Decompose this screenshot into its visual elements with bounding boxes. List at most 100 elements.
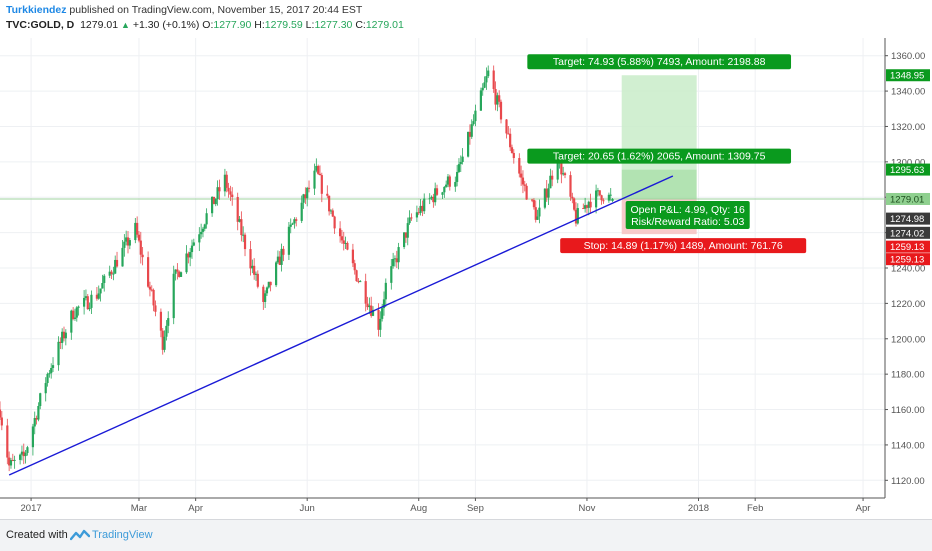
candle-body (370, 305, 373, 316)
candle (112, 266, 115, 281)
tradingview-brand[interactable]: TradingView (92, 529, 153, 541)
candle (147, 251, 150, 288)
candle-body (227, 187, 230, 192)
candle-body (339, 228, 342, 237)
candle (417, 207, 420, 216)
x-tick-label: Feb (747, 503, 763, 514)
candle-body (395, 258, 398, 263)
candle-body (498, 95, 501, 102)
candle-body (95, 294, 99, 299)
candle-body (353, 263, 356, 271)
candle (282, 245, 285, 262)
candle (77, 305, 80, 316)
candle-body (598, 190, 601, 196)
candle-body (101, 283, 104, 289)
candle-body (587, 201, 590, 208)
candle (483, 76, 486, 89)
candle (6, 418, 9, 465)
candle-body (307, 187, 311, 189)
candle (231, 187, 234, 206)
candle-body (600, 195, 603, 201)
candle (573, 197, 576, 212)
candle-body (470, 124, 473, 137)
candle (203, 223, 206, 232)
candle-body (172, 273, 175, 319)
candle-body (11, 460, 14, 462)
author-name[interactable]: Turkkiendez (6, 4, 67, 16)
low-label: L: (305, 19, 315, 31)
candle-body (423, 198, 426, 212)
candle (302, 193, 305, 209)
candle (152, 288, 155, 312)
candle-body (128, 240, 131, 246)
open-pnl-box-bg (625, 200, 750, 229)
price-tag: 1274.98 (886, 212, 930, 225)
candle-body (315, 165, 318, 171)
candle-body (435, 188, 439, 195)
candle-body (189, 252, 192, 258)
candle-body (150, 289, 153, 291)
candle-body (448, 176, 451, 187)
candle-body (379, 318, 382, 330)
candle-body (594, 190, 598, 208)
price-tag-text: 1259.13 (890, 242, 924, 253)
candle (125, 230, 128, 246)
price-chart[interactable]: Target: 74.93 (5.88%) 7493, Amount: 2198… (0, 35, 932, 519)
candle-body (39, 393, 42, 406)
tradingview-logo-icon[interactable] (70, 528, 90, 542)
candle (75, 306, 78, 322)
candle (97, 285, 100, 300)
candle (472, 114, 475, 126)
x-tick-label: Aug (410, 503, 427, 514)
candle (108, 265, 111, 279)
candle (448, 174, 451, 191)
candle-body (159, 311, 163, 331)
price-tag: 1259.13 (886, 240, 930, 253)
candle (390, 259, 393, 290)
candle (306, 186, 309, 207)
candle-body (302, 194, 305, 203)
price-tag-bg (886, 69, 930, 82)
candle-body (607, 194, 610, 201)
candle-body (121, 247, 124, 267)
price-tag-text: 1274.98 (890, 214, 924, 225)
candle (512, 149, 515, 164)
candle (510, 144, 514, 154)
candle-body (50, 367, 53, 374)
candle (419, 199, 422, 216)
candle (457, 158, 461, 174)
candle (525, 183, 528, 200)
candle-body (295, 219, 298, 221)
candle (101, 274, 104, 289)
candle-body (278, 256, 281, 265)
candle-body (494, 89, 497, 105)
candle (594, 184, 598, 214)
candle (190, 239, 194, 259)
candle (571, 192, 574, 204)
candle-body (419, 205, 422, 213)
candle (211, 196, 214, 217)
candle-body (507, 133, 510, 135)
candle-body (51, 365, 55, 368)
candle-body (317, 165, 320, 174)
candle (368, 297, 371, 315)
candle-body (265, 287, 269, 294)
candle (340, 230, 344, 244)
candle (9, 457, 13, 469)
candle (187, 251, 190, 264)
candle-body (576, 208, 579, 224)
candle (609, 188, 612, 201)
candle (269, 281, 272, 292)
candle-body (152, 289, 155, 306)
symbol-name[interactable]: TVC:GOLD, D (6, 19, 75, 31)
candle (249, 240, 252, 276)
candle-body (457, 164, 461, 172)
candle (600, 194, 603, 205)
x-tick-label: Apr (856, 503, 871, 514)
open-pnl-text: Open P&L: 4.99, Qty: 16 (630, 204, 745, 216)
candle-body (37, 405, 40, 420)
candle (428, 193, 431, 205)
price-tag-text: 1279.01 (890, 194, 924, 205)
candle (90, 290, 93, 315)
